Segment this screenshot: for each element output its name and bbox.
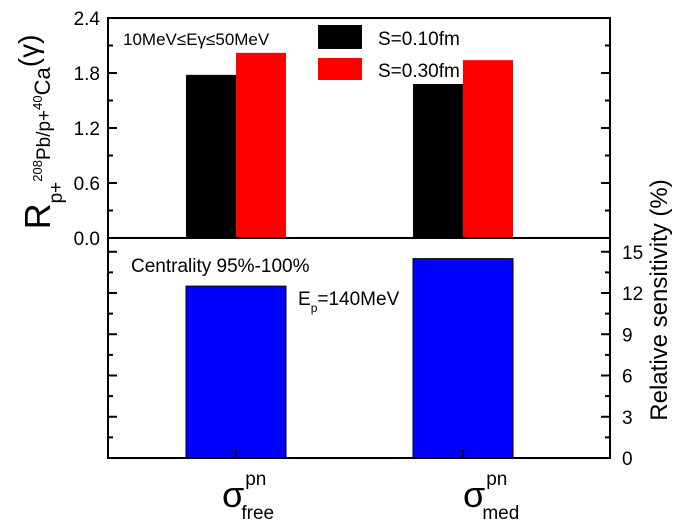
top-panel-frame [107, 17, 611, 239]
beam-energy-annotation: Ep=140MeV [298, 289, 400, 315]
x-tick-label-free: σpn free [222, 469, 274, 524]
bottom-y-tick-label: 6 [622, 367, 633, 388]
right-y-axis-label: Relative sensitivity (%) [646, 179, 673, 420]
bottom-panel-bars [185, 258, 514, 459]
top-y-tick-label: 0.6 [74, 174, 100, 195]
top-y-tick-label: 2.4 [74, 9, 101, 30]
energy-range-annotation: 10MeV≤Eγ≤50MeV [123, 30, 270, 49]
legend-label-s030: S=0.30fm [378, 61, 460, 82]
bottom-y-tick-label: 9 [622, 325, 633, 346]
bottom-y-tick-label: 12 [622, 284, 643, 305]
bar-top-series0-cat0 [186, 74, 236, 238]
top-panel-bars [186, 52, 513, 239]
bar-bottom-cat0 [185, 285, 287, 459]
x-tick-label-med: σpn med [463, 469, 519, 524]
bottom-y-tick-label: 15 [622, 243, 643, 264]
top-y-tick-label: 1.2 [74, 119, 100, 140]
bottom-y-tick-label: 3 [622, 408, 633, 429]
legend-swatch-s010 [318, 25, 362, 49]
bar-top-series1-cat0 [236, 52, 286, 239]
bar-bottom-cat1 [412, 258, 514, 459]
bottom-panel-frame [107, 237, 611, 459]
bottom-y-tick-label: 0 [622, 449, 633, 470]
top-y-axis-label: Rp+208Pb/p+40Ca(γ) [13, 35, 67, 230]
bottom-axis-ticks: 0 3 6 9 12 15 [108, 243, 643, 470]
top-y-tick-label: 1.8 [74, 64, 100, 85]
bar-top-series0-cat1 [413, 84, 463, 238]
top-y-tick-label: 0.0 [74, 229, 100, 250]
legend-label-s010: S=0.10fm [378, 29, 460, 50]
centrality-annotation: Centrality 95%-100% [131, 256, 310, 277]
bar-top-series1-cat1 [463, 60, 513, 238]
top-axis-ticks: 0.0 0.6 1.2 1.8 2.4 [74, 9, 610, 250]
legend-swatch-s030 [318, 58, 362, 80]
legend: S=0.10fm S=0.30fm [318, 25, 460, 82]
